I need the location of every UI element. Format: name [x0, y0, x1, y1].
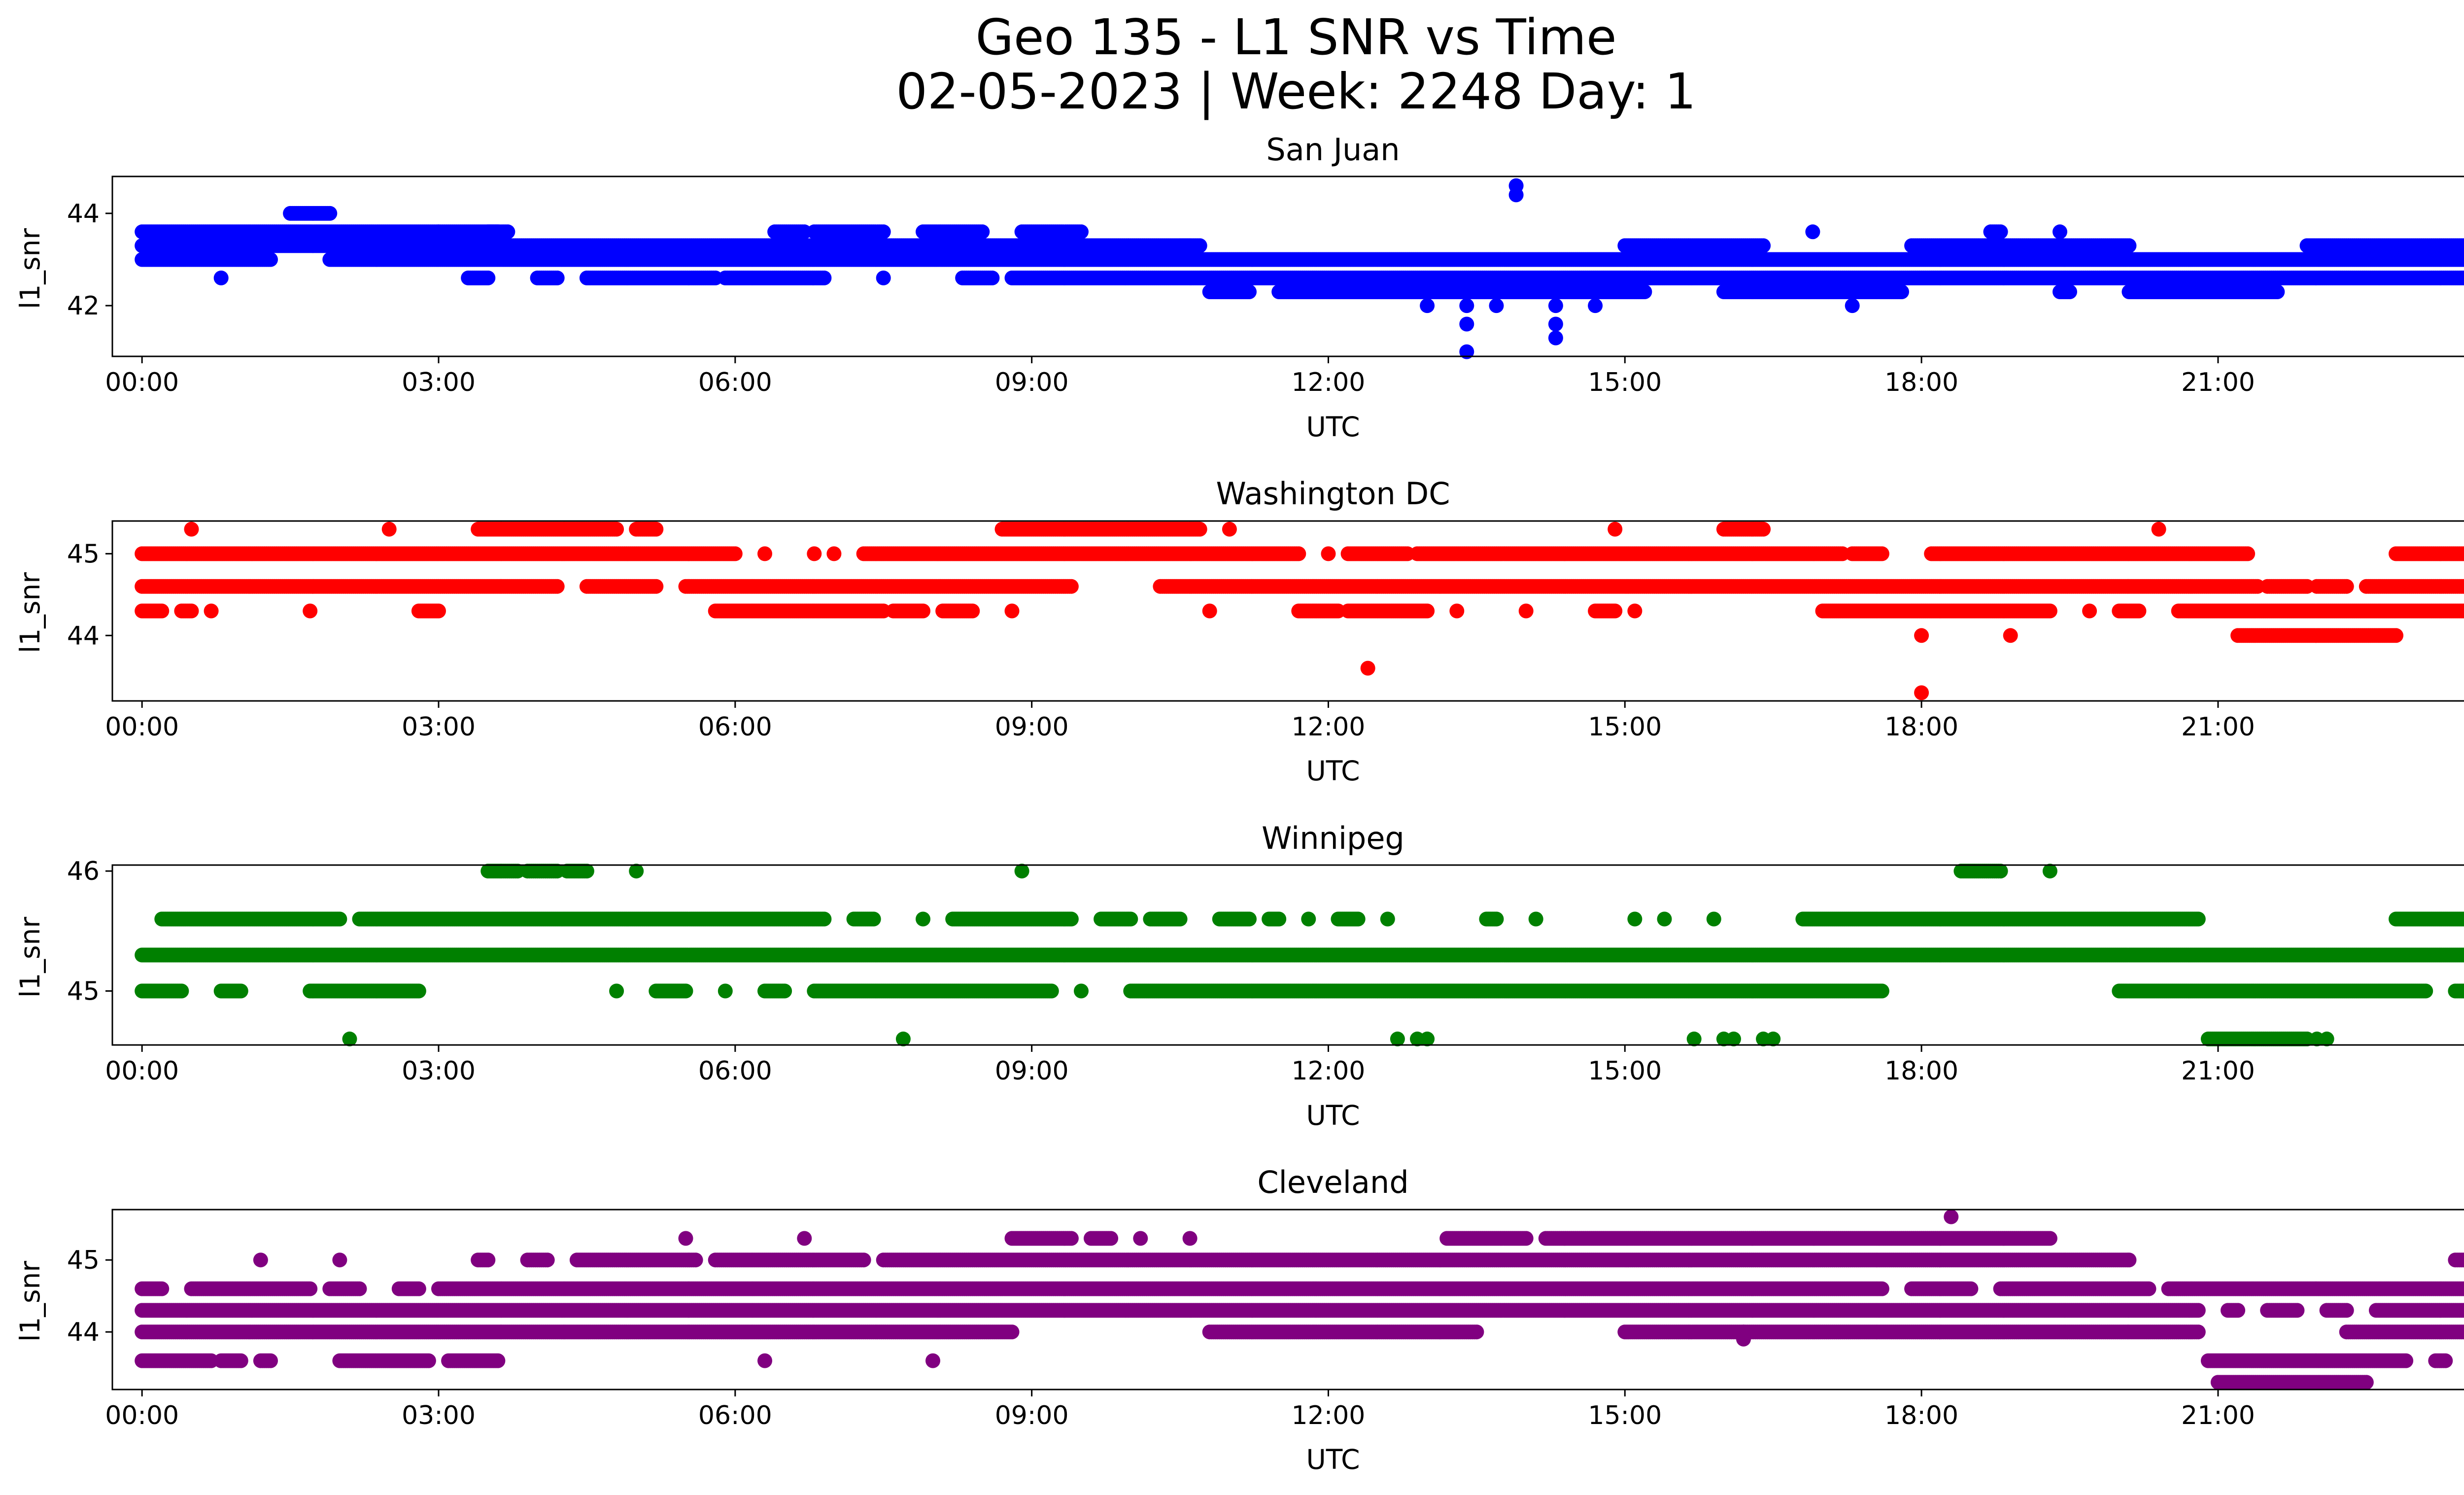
data-point [2062, 284, 2077, 299]
subplot-2: 00:00 03:00 06:00 09:00 12:00 15:00 18:00 21:00… [14, 476, 2464, 787]
x-tick-label: 18:00 [1884, 368, 1958, 397]
plot-area-1: 00:00 03:00 06:00 09:00 12:00 15:00 18:00 21:00… [67, 175, 2464, 397]
data-point [1608, 522, 1623, 537]
data-point [807, 546, 822, 561]
data-point [1756, 522, 1771, 537]
x-tick-label: 21:00 [2181, 368, 2255, 397]
subplot-1: 00:00 03:00 06:00 09:00 12:00 15:00 18:00 21:00… [14, 132, 2464, 443]
data-point [213, 270, 229, 285]
data-point [1548, 298, 1563, 313]
y-tick-label: 42 [67, 291, 100, 321]
data-point [480, 270, 496, 285]
data-point [1993, 224, 2008, 240]
data-point [322, 206, 338, 221]
data-point [1637, 284, 1652, 299]
y-tick-label: 44 [67, 199, 100, 229]
data-point [1756, 238, 1771, 253]
x-tick-label: 09:00 [995, 368, 1069, 397]
data-point [757, 546, 772, 561]
data-point [876, 270, 891, 285]
data-point [2270, 284, 2285, 299]
data-point [1489, 298, 1504, 313]
data-point [727, 546, 743, 561]
data-point [817, 270, 832, 285]
data-point [1222, 522, 1237, 537]
data-point [1192, 238, 1207, 253]
data-points [135, 522, 2464, 700]
data-point [1548, 316, 1563, 332]
data-point [500, 224, 515, 240]
data-point [609, 522, 624, 537]
subplot-title: San Juan [1266, 132, 1400, 168]
data-point [1805, 224, 1820, 240]
data-point [1588, 298, 1603, 313]
data-point [1459, 316, 1474, 332]
x-tick-label: 12:00 [1292, 368, 1366, 397]
figure-title-line1: Geo 135 - L1 SNR vs Time [976, 8, 1617, 66]
data-point [975, 224, 990, 240]
y-axis-label: l1_snr [14, 228, 46, 309]
data-point [184, 522, 199, 537]
x-tick-label: 15:00 [1588, 368, 1662, 397]
data-point [1894, 284, 1909, 299]
data-point [2240, 546, 2256, 561]
data-point [1291, 546, 1306, 561]
data-point [876, 224, 891, 240]
data-point [1321, 546, 1336, 561]
x-tick-label: 00:00 [105, 368, 179, 397]
data-point [1242, 284, 1257, 299]
data-point [2122, 238, 2137, 253]
data-point [2151, 522, 2166, 537]
x-axis-label: UTC [1306, 411, 1360, 443]
data-points [135, 178, 2464, 359]
data-point [985, 270, 1000, 285]
data-point [1192, 522, 1207, 537]
data-point [549, 270, 565, 285]
plot-area-2: 00:00 03:00 06:00 09:00 12:00 15:00 18:00 21:00… [67, 520, 2464, 742]
data-point [1420, 298, 1435, 313]
data-point [2053, 224, 2067, 240]
data-point [1874, 546, 1889, 561]
figure-title-line2: 02-05-2023 | Week: 2248 Day: 1 [896, 63, 1696, 120]
data-point [1845, 298, 1860, 313]
data-point [649, 522, 664, 537]
data-point [263, 252, 278, 267]
data-point [381, 522, 397, 537]
data-point [1074, 224, 1089, 240]
data-point [1459, 298, 1474, 313]
data-point [826, 546, 842, 561]
x-tick-label: 03:00 [402, 368, 476, 397]
x-tick-label: 06:00 [698, 368, 772, 397]
data-point [1548, 330, 1563, 346]
data-point [1508, 187, 1524, 203]
